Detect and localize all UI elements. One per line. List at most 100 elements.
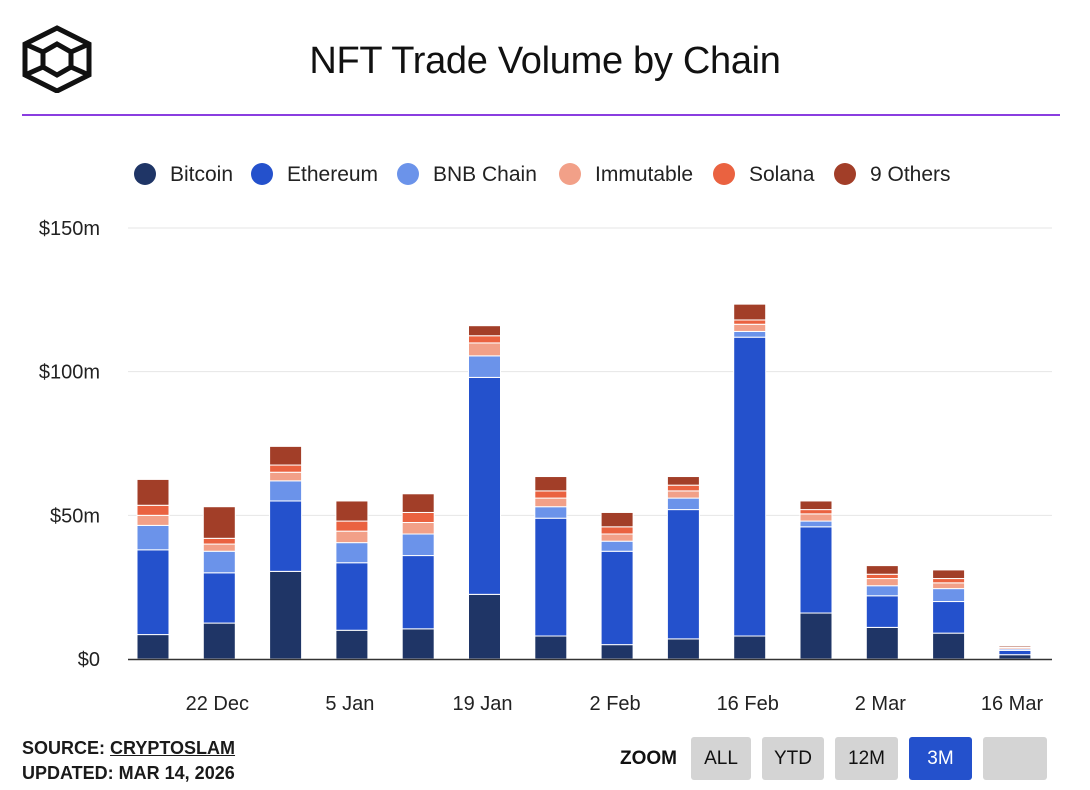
bar-segment-solana[interactable] [600, 526, 634, 535]
bar-segment-ethereum[interactable] [269, 500, 303, 572]
bar-segment-bnb-chain[interactable] [666, 497, 700, 511]
bar-segment-ethereum[interactable] [600, 550, 634, 646]
bar-segment-bnb-chain[interactable] [335, 542, 369, 564]
legend-label-immutable[interactable]: Immutable [595, 163, 693, 186]
bar-segment-ethereum[interactable] [998, 649, 1032, 656]
legend-label-9-others[interactable]: 9 Others [870, 163, 951, 186]
bar-segment-bnb-chain[interactable] [136, 524, 170, 551]
bar-segment-bitcoin[interactable] [202, 622, 236, 660]
bar-segment-bnb-chain[interactable] [932, 588, 966, 603]
bar-segment-bnb-chain[interactable] [468, 355, 501, 378]
bar-segment-bnb-chain[interactable] [534, 506, 568, 519]
bar-segment-immutable[interactable] [600, 533, 634, 542]
bar-segment-bitcoin[interactable] [468, 593, 501, 660]
bar-segment-bitcoin[interactable] [733, 635, 767, 660]
zoom-12m-button[interactable]: 12M [835, 737, 898, 780]
bar-segment-immutable[interactable] [335, 530, 369, 544]
bar-segment-solana[interactable] [401, 511, 435, 524]
source-link[interactable]: CRYPTOSLAM [110, 738, 236, 758]
bar-segment-9-others[interactable] [468, 325, 501, 337]
bar-segment-immutable[interactable] [534, 497, 568, 508]
bar-segment-9-others[interactable] [202, 506, 236, 539]
bar-segment-9-others[interactable] [666, 476, 700, 486]
bar-segment-solana[interactable] [733, 319, 767, 325]
legend-label-bnb-chain[interactable]: BNB Chain [433, 163, 537, 186]
bar-segment-solana[interactable] [335, 520, 369, 532]
bar-segment-ethereum[interactable] [335, 562, 369, 631]
bar-segment-solana[interactable] [799, 509, 833, 515]
bar-segment-immutable[interactable] [932, 582, 966, 590]
bar-segment-bitcoin[interactable] [269, 570, 303, 660]
bar-segment-bitcoin[interactable] [136, 634, 170, 660]
x-tick-label: 19 Jan [452, 693, 512, 715]
zoom-3m-button[interactable]: 3M [909, 737, 972, 780]
bar-segment-solana[interactable] [666, 484, 700, 492]
bar-segment-solana[interactable] [468, 335, 501, 344]
bar-segment-bnb-chain[interactable] [799, 520, 833, 528]
bar-segment-solana[interactable] [202, 537, 236, 545]
bar-segment-solana[interactable] [269, 464, 303, 473]
bar-segment-9-others[interactable] [865, 565, 899, 575]
bar-segment-immutable[interactable] [269, 471, 303, 482]
bar-segment-9-others[interactable] [600, 511, 634, 528]
bar-segment-immutable[interactable] [865, 578, 899, 587]
bar-segment-bitcoin[interactable] [932, 632, 966, 660]
zoom-all-button[interactable]: ALL [691, 737, 751, 780]
bar-segment-9-others[interactable] [335, 500, 369, 522]
bar-segment-ethereum[interactable] [136, 549, 170, 636]
bar-segment-bnb-chain[interactable] [269, 480, 303, 502]
bar-segment-solana[interactable] [534, 490, 568, 499]
bar-segment-bitcoin[interactable] [600, 644, 634, 660]
bar-segment-ethereum[interactable] [401, 555, 435, 630]
bar-segment-bitcoin[interactable] [401, 628, 435, 660]
bar-segment-bnb-chain[interactable] [600, 540, 634, 552]
bar-segment-ethereum[interactable] [932, 601, 966, 634]
bar-segment-bnb-chain[interactable] [865, 585, 899, 597]
bar-segment-solana[interactable] [865, 573, 899, 580]
zoom-ytd-button[interactable]: YTD [762, 737, 824, 780]
bar-segment-9-others[interactable] [932, 569, 966, 580]
bar-segment-immutable[interactable] [202, 543, 236, 552]
legend-label-solana[interactable]: Solana [749, 163, 815, 186]
bar-segment-ethereum[interactable] [534, 517, 568, 637]
bar-segment-bitcoin[interactable] [865, 626, 899, 660]
bar-segment-ethereum[interactable] [468, 376, 501, 595]
legend-marker-bitcoin[interactable] [134, 163, 156, 185]
bar-segment-immutable[interactable] [799, 513, 833, 522]
bar-segment-9-others[interactable] [998, 645, 1032, 649]
bar-segment-immutable[interactable] [666, 490, 700, 499]
legend-marker-bnb-chain[interactable] [397, 163, 419, 185]
bar-segment-9-others[interactable] [534, 476, 568, 492]
bar-segment-immutable[interactable] [733, 323, 767, 332]
bar-segment-9-others[interactable] [401, 493, 435, 513]
legend-marker-immutable[interactable] [559, 163, 581, 185]
bar-segment-ethereum[interactable] [202, 572, 236, 624]
zoom-custom-button[interactable] [983, 737, 1047, 780]
bar-segment-9-others[interactable] [799, 500, 833, 511]
bar-segment-bnb-chain[interactable] [733, 330, 767, 338]
legend-label-ethereum[interactable]: Ethereum [287, 163, 378, 186]
bar-segment-ethereum[interactable] [733, 336, 767, 637]
bar-segment-ethereum[interactable] [799, 526, 833, 614]
bar-segment-immutable[interactable] [468, 342, 501, 357]
legend-label-bitcoin[interactable]: Bitcoin [170, 163, 233, 186]
legend-marker-solana[interactable] [713, 163, 735, 185]
bar-segment-ethereum[interactable] [865, 595, 899, 628]
bar-segment-bitcoin[interactable] [534, 635, 568, 660]
bar-segment-bitcoin[interactable] [998, 654, 1032, 660]
bar-segment-bitcoin[interactable] [799, 612, 833, 660]
bar-segment-bitcoin[interactable] [666, 638, 700, 660]
bar-segment-9-others[interactable] [269, 445, 303, 466]
bar-segment-solana[interactable] [136, 504, 170, 516]
legend-marker-9-others[interactable] [834, 163, 856, 185]
bar-segment-bnb-chain[interactable] [401, 533, 435, 557]
legend-marker-ethereum[interactable] [251, 163, 273, 185]
bar-segment-9-others[interactable] [136, 478, 170, 506]
bar-segment-bnb-chain[interactable] [202, 550, 236, 574]
bar-segment-ethereum[interactable] [666, 509, 700, 640]
bar-segment-bitcoin[interactable] [335, 629, 369, 660]
bar-segment-immutable[interactable] [401, 522, 435, 535]
bar-segment-immutable[interactable] [136, 514, 170, 526]
bar-segment-9-others[interactable] [733, 303, 767, 321]
bar-segment-solana[interactable] [932, 578, 966, 584]
